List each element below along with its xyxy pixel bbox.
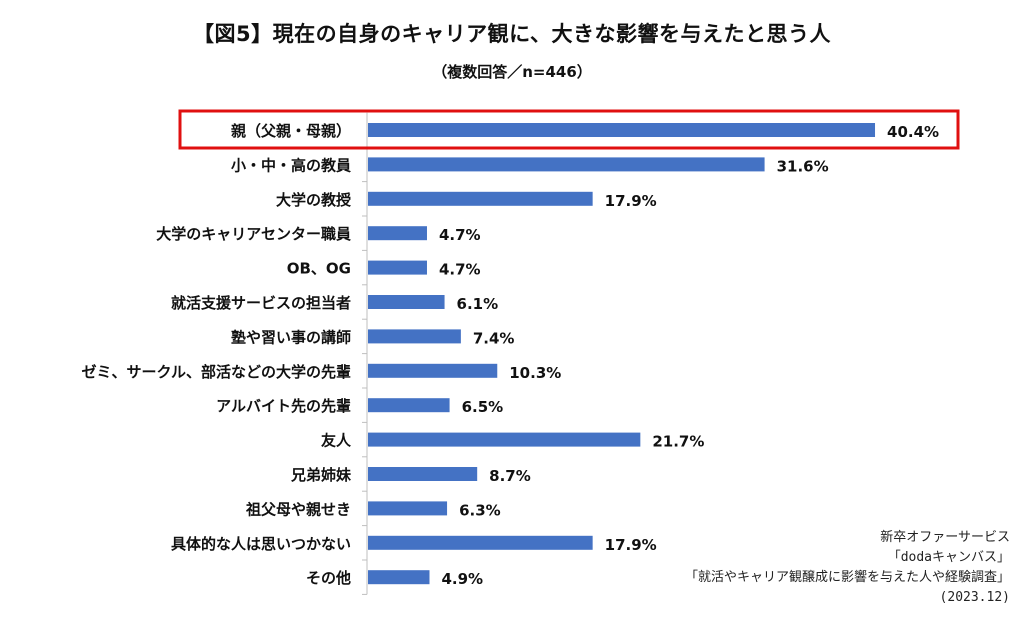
category-label: 祖父母や親せき <box>245 500 351 518</box>
source-note: 新卒オファーサービス 「dodaキャンバス」 「就活やキャリア観醸成に影響を与え… <box>540 528 1010 608</box>
category-label: アルバイト先の先輩 <box>216 397 351 415</box>
data-label: 6.5% <box>462 398 504 416</box>
bar <box>368 570 430 585</box>
bar <box>368 398 450 413</box>
highlight-box <box>178 109 960 150</box>
bar <box>368 467 478 481</box>
category-label: ゼミ、サークル、部活などの大学の先輩 <box>81 363 351 381</box>
source-line-date: (2023.12) <box>939 590 1010 605</box>
bar <box>368 191 593 206</box>
data-label: 4.7% <box>439 261 481 279</box>
data-label: 6.3% <box>459 501 501 519</box>
bar <box>368 157 765 172</box>
source-line-product: 「dodaキャンバス」 <box>887 550 1010 565</box>
data-label: 40.4% <box>887 123 939 141</box>
chart-subtitle: （複数回答／n=446） <box>432 63 592 81</box>
category-label: 大学のキャリアセンター職員 <box>156 225 351 243</box>
source-line-survey: 「就活やキャリア観醸成に影響を与えた人や経験調査」 <box>684 570 1010 585</box>
data-label: 4.7% <box>439 226 481 244</box>
data-label: 4.9% <box>441 570 483 588</box>
data-label: 17.9% <box>605 192 657 210</box>
data-label: 8.7% <box>489 467 531 485</box>
data-label: 17.9% <box>605 536 657 554</box>
data-label: 7.4% <box>473 329 515 347</box>
source-line-service: 新卒オファーサービス <box>880 530 1010 545</box>
category-label: 就活支援サービスの担当者 <box>171 294 351 312</box>
bar <box>368 501 448 516</box>
category-label: 友人 <box>321 432 352 450</box>
bar <box>368 226 427 241</box>
bar <box>368 260 427 275</box>
bar <box>368 535 593 550</box>
bar <box>368 329 461 344</box>
data-label: 21.7% <box>652 433 704 451</box>
bar <box>368 432 641 447</box>
data-label: 10.3% <box>509 364 561 382</box>
category-label: 塾や習い事の講師 <box>231 328 351 346</box>
bar <box>368 123 876 137</box>
category-label: 具体的な人は思いつかない <box>171 535 351 553</box>
category-label: その他 <box>306 569 351 587</box>
category-label: 小・中・高の教員 <box>231 156 351 174</box>
category-label: 兄弟姉妹 <box>290 466 352 484</box>
bar <box>368 363 498 378</box>
data-label: 31.6% <box>777 157 829 175</box>
bar <box>368 295 445 309</box>
data-label: 6.1% <box>457 295 499 313</box>
chart-title: 【図5】現在の自身のキャリア観に、大きな影響を与えたと思う人 <box>193 22 831 46</box>
category-label: 親（父親・母親） <box>231 122 351 140</box>
category-label: OB、OG <box>287 260 351 278</box>
category-label: 大学の教授 <box>276 191 352 209</box>
